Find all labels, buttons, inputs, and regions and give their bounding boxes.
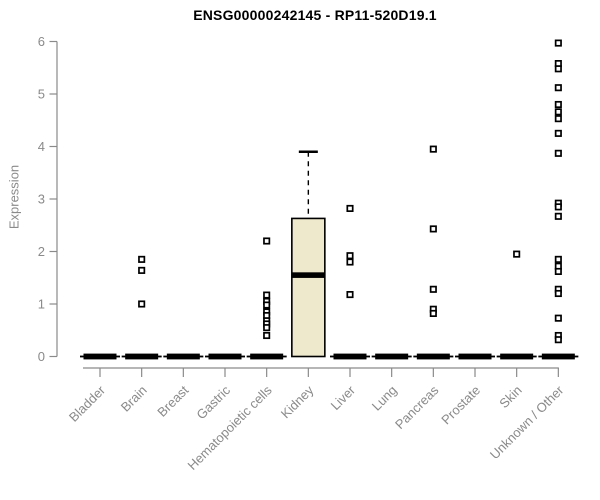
box-group-Brain: [121, 255, 162, 360]
box-group-Liver: [330, 204, 371, 360]
outlier-point: [513, 250, 521, 258]
outlier-point: [429, 285, 437, 293]
outlier-point: [138, 255, 146, 263]
outlier-point: [554, 212, 562, 220]
x-tick-label: Kidney: [278, 382, 317, 421]
outlier-point: [263, 324, 271, 332]
outlier-point: [429, 309, 437, 318]
outlier-point: [554, 267, 562, 276]
outlier-point: [554, 203, 562, 211]
y-tick-label: 0: [38, 349, 45, 364]
outlier-point: [263, 331, 271, 340]
zero-median-bar: [375, 353, 409, 360]
outlier-point: [554, 108, 562, 116]
box-group-Breast: [163, 353, 204, 360]
outlier-point: [263, 237, 271, 245]
zero-median-bar: [458, 353, 492, 360]
y-tick-label: 1: [38, 297, 45, 312]
box-group-Skin: [496, 250, 537, 360]
zero-median-bar: [166, 353, 200, 360]
y-tick-label: 4: [38, 139, 45, 154]
x-tick-label: Liver: [328, 382, 359, 413]
outlier-point: [554, 149, 562, 157]
y-tick-label: 6: [38, 34, 45, 49]
median-line: [291, 272, 325, 278]
box-group-Gastric: [205, 353, 246, 360]
x-tick-label: Skin: [496, 383, 524, 411]
outlier-point: [554, 65, 562, 73]
box-group-Bladder: [80, 353, 120, 360]
outlier-point: [554, 115, 562, 123]
box-group-Kidney: [291, 150, 326, 358]
outlier-point: [429, 145, 437, 153]
zero-median-bar: [83, 353, 117, 360]
outlier-point: [138, 300, 146, 308]
zero-median-bar: [541, 353, 575, 360]
outlier-point: [554, 100, 562, 109]
outlier-point: [554, 84, 562, 92]
x-tick-label: Prostate: [438, 383, 483, 428]
box-group-Pancreas: [413, 145, 454, 360]
outlier-point: [346, 252, 354, 260]
zero-median-bar: [333, 353, 367, 360]
outlier-point: [346, 258, 354, 266]
x-tick-label: Unknown / Other: [487, 382, 567, 462]
outlier-point: [554, 39, 562, 47]
x-tick-label: Breast: [154, 382, 191, 419]
box-group-Prostate: [455, 353, 496, 360]
outlier-point: [554, 129, 562, 137]
zero-median-bar: [208, 353, 242, 360]
x-tick-label: Pancreas: [392, 382, 442, 432]
outlier-point: [263, 301, 271, 309]
y-tick-label: 2: [38, 244, 45, 259]
box-group-Unknown / Other: [538, 39, 579, 360]
y-tick-label: 5: [38, 87, 45, 102]
outlier-point: [429, 225, 437, 233]
box-group-Hematopoietic cells: [246, 237, 287, 360]
outlier-point: [554, 255, 562, 263]
outlier-point: [554, 289, 562, 298]
outlier-point: [554, 336, 562, 344]
x-tick-label: Brain: [118, 383, 150, 415]
zero-median-bar: [500, 353, 534, 360]
outlier-point: [554, 314, 562, 322]
y-tick-label: 3: [38, 192, 45, 207]
chart-title: ENSG00000242145 - RP11-520D19.1: [193, 7, 437, 23]
box-group-Lung: [371, 353, 412, 360]
zero-median-bar: [250, 353, 284, 360]
zero-median-bar: [125, 353, 159, 360]
outlier-point: [346, 204, 354, 213]
outlier-point: [263, 291, 271, 299]
zero-median-bar: [416, 353, 450, 360]
x-tick-label: Gastric: [193, 382, 233, 422]
x-tick-label: Bladder: [66, 382, 109, 425]
outlier-point: [138, 266, 146, 274]
x-tick-label: Lung: [369, 383, 400, 414]
box-rect: [291, 217, 326, 358]
outlier-point: [346, 291, 354, 299]
